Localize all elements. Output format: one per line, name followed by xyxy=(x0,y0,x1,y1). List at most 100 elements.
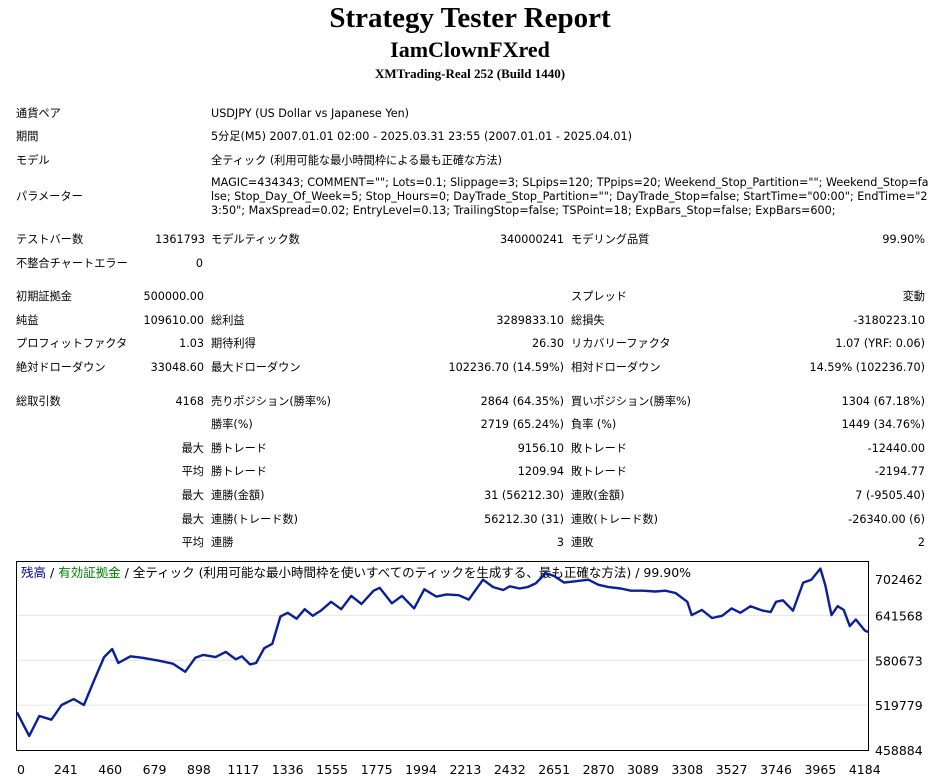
y-tick-label: 519779 xyxy=(875,698,923,713)
spread-value: 変動 xyxy=(902,290,925,303)
profit-factor-value: 1.03 xyxy=(179,337,204,350)
absolute-drawdown-value: 33048.60 xyxy=(150,361,204,374)
x-tick-label: 0 xyxy=(17,762,25,777)
mismatch-value: 0 xyxy=(195,257,203,270)
gross-loss-label: 総損失 xyxy=(571,314,605,327)
legend-balance: 残高 xyxy=(21,565,46,580)
recovery-factor-label: リカバリーファクタ xyxy=(571,337,671,350)
quality-value: 99.90% xyxy=(882,233,925,246)
average-profit-value: 1209.94 xyxy=(517,465,564,478)
profit-trades-value: 2719 (65.24%) xyxy=(480,418,564,431)
long-positions-label: 買いポジション(勝率%) xyxy=(571,395,692,408)
loss-trades-value: 1449 (34.76%) xyxy=(841,418,925,431)
avg-consec-wins-label: 連勝 xyxy=(211,536,234,549)
recovery-factor-value: 1.07 (YRF: 0.06) xyxy=(835,337,925,350)
x-tick-label: 3965 xyxy=(804,762,836,777)
maximal-drawdown-label: 最大ドローダウン xyxy=(211,361,301,374)
net-profit-label: 純益 xyxy=(16,314,39,327)
max-consec-loss-label: 連敗(トレード数) xyxy=(571,513,659,526)
relative-drawdown-value: 14.59% (102236.70) xyxy=(809,361,925,374)
bars-value: 1361793 xyxy=(155,233,205,246)
x-tick-label: 679 xyxy=(143,762,167,777)
total-trades-value: 4168 xyxy=(175,395,204,408)
x-tick-label: 3527 xyxy=(716,762,748,777)
expected-payoff-label: 期待利得 xyxy=(211,337,256,350)
x-tick-label: 241 xyxy=(54,762,78,777)
max-consec-wins-label: 連勝(金額) xyxy=(211,489,265,502)
x-tick-label: 1994 xyxy=(405,762,437,777)
gross-loss-value: -3180223.10 xyxy=(853,314,925,327)
parameters-label: パラメーター xyxy=(16,190,83,203)
balance-equity-chart: 残高 / 有効証拠金 / 全ティック (利用可能な最小時間枠を使いすべてのティッ… xyxy=(16,561,923,777)
symbol-label: 通貨ペア xyxy=(16,107,61,120)
deposit-value: 500000.00 xyxy=(143,290,205,303)
ticks-value: 340000241 xyxy=(499,233,564,246)
symbol-value: USDJPY (US Dollar vs Japanese Yen) xyxy=(211,107,410,120)
average-loss-value: -2194.77 xyxy=(874,465,925,478)
max-consec-losses-label: 連敗(金額) xyxy=(571,489,625,502)
x-tick-label: 4184 xyxy=(849,762,881,777)
x-tick-label: 2432 xyxy=(494,762,526,777)
gross-profit-label: 総利益 xyxy=(211,314,245,327)
net-profit-value: 109610.00 xyxy=(143,314,205,327)
max-consec-losses-value: 7 (-9505.40) xyxy=(855,489,925,502)
x-tick-label: 2870 xyxy=(583,762,615,777)
max-consec-profit-label: 連勝(トレード数) xyxy=(211,513,299,526)
ticks-label: モデルティック数 xyxy=(211,233,300,246)
average-loss-label: 敗トレード xyxy=(571,465,627,478)
average-consec-prefix: 平均 xyxy=(181,536,204,549)
relative-drawdown-label: 相対ドローダウン xyxy=(571,361,661,374)
period-value: 5分足(M5) 2007.01.01 02:00 - 2025.03.31 23… xyxy=(211,130,632,143)
gross-profit-value: 3289833.10 xyxy=(496,314,564,327)
balance-line xyxy=(16,567,869,738)
report-title: Strategy Tester Report xyxy=(329,2,611,34)
legend-equity: 有効証拠金 xyxy=(58,565,121,580)
x-tick-label: 3746 xyxy=(760,762,792,777)
short-positions-value: 2864 (64.35%) xyxy=(480,395,564,408)
max-consec-wins-value: 31 (56212.30) xyxy=(484,489,564,502)
y-tick-label: 580673 xyxy=(875,653,923,668)
max-consec-loss-value: -26340.00 (6) xyxy=(848,513,925,526)
largest-loss-value: -12440.00 xyxy=(867,442,925,455)
x-tick-label: 2651 xyxy=(538,762,570,777)
chart-legend: 残高 / 有効証拠金 / 全ティック (利用可能な最小時間枠を使いすべてのティッ… xyxy=(21,565,691,580)
maximal-drawdown-value: 102236.70 (14.59%) xyxy=(448,361,564,374)
avg-consec-losses-label: 連敗 xyxy=(571,536,594,549)
period-label: 期間 xyxy=(16,130,39,143)
maximal-prefix: 最大 xyxy=(181,513,204,526)
avg-consec-wins-value: 3 xyxy=(556,536,564,549)
bars-label: テストバー数 xyxy=(16,233,84,246)
parameters-value: MAGIC=434343; COMMENT=""; Lots=0.1; Slip… xyxy=(211,176,929,217)
largest-profit-label: 勝トレード xyxy=(211,442,267,455)
total-trades-label: 総取引数 xyxy=(16,395,61,408)
x-axis-ticks: 0 241 460 679 898 1117 1336 1555 1775 1994 2213 243… xyxy=(17,762,881,777)
short-positions-label: 売りポジション(勝率%) xyxy=(211,395,332,408)
x-tick-label: 3089 xyxy=(627,762,659,777)
profit-trades-label: 勝率(%) xyxy=(211,418,253,431)
x-tick-label: 3308 xyxy=(671,762,703,777)
loss-trades-label: 負率 (%) xyxy=(571,418,617,431)
y-tick-label: 702462 xyxy=(875,572,923,587)
quality-label: モデリング品質 xyxy=(571,233,650,246)
plot-area xyxy=(16,561,869,751)
x-tick-label: 460 xyxy=(98,762,122,777)
server-build: XMTrading-Real 252 (Build 1440) xyxy=(374,66,566,81)
expert-name: IamClownFXred xyxy=(390,37,550,62)
x-tick-label: 2213 xyxy=(449,762,481,777)
max-consec-profit-value: 56212.30 (31) xyxy=(484,513,564,526)
largest-profit-value: 9156.10 xyxy=(517,442,564,455)
x-tick-label: 898 xyxy=(187,762,211,777)
x-tick-label: 1117 xyxy=(227,762,259,777)
absolute-drawdown-label: 絶対ドローダウン xyxy=(16,361,106,374)
legend-separator: / xyxy=(46,565,58,580)
model-value: 全ティック (利用可能な最小時間枠による最も正確な方法) xyxy=(211,154,502,167)
x-tick-label: 1336 xyxy=(272,762,304,777)
legend-description: / 全ティック (利用可能な最小時間枠を使いすべてのティックを生成する、最も正確… xyxy=(121,565,691,580)
largest-loss-label: 敗トレード xyxy=(571,442,627,455)
spread-label: スプレッド xyxy=(571,290,627,303)
average-prefix: 平均 xyxy=(181,465,204,478)
deposit-label: 初期証拠金 xyxy=(16,290,72,303)
model-label: モデル xyxy=(16,154,50,167)
y-tick-label: 458884 xyxy=(875,743,923,758)
largest-prefix: 最大 xyxy=(181,442,204,455)
